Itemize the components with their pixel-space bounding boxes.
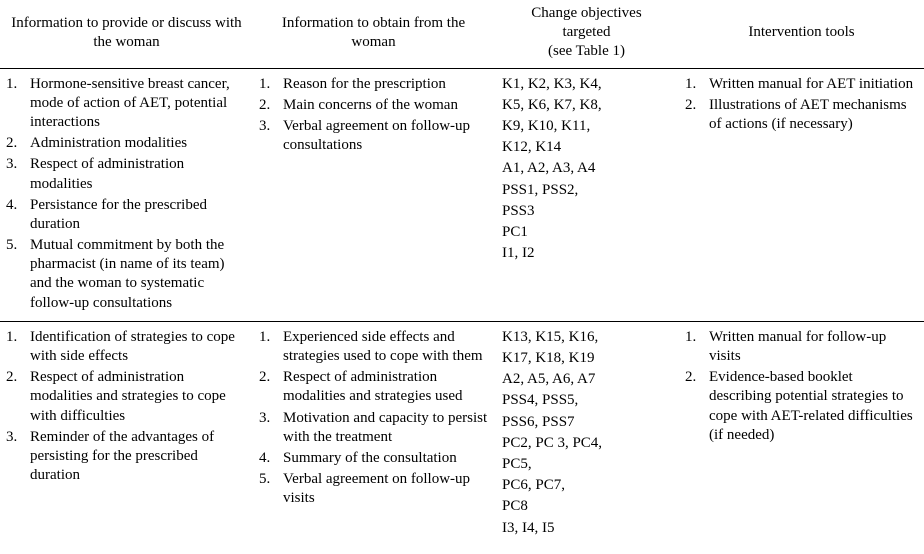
- obj-line: K1, K2, K3, K4,: [502, 75, 673, 94]
- list-item: Experienced side effects and strategies …: [259, 328, 488, 366]
- consultation-table: Information to provide or discuss with t…: [0, 0, 924, 546]
- obj-line: K13, K15, K16,: [502, 328, 673, 347]
- cell-tools-0: Written manual for AET initiation Illust…: [679, 68, 924, 321]
- obj-line: K5, K6, K7, K8,: [502, 96, 673, 115]
- list-item: Summary of the consultation: [259, 449, 488, 468]
- col-header-provide-line2: the woman: [6, 33, 247, 52]
- col-header-provide: Information to provide or discuss with t…: [0, 0, 253, 68]
- obtain-list-0: Reason for the prescription Main concern…: [259, 75, 488, 156]
- obj-line: I1, I2: [502, 244, 673, 263]
- obj-line: PSS6, PSS7: [502, 413, 673, 432]
- obj-line: K9, K10, K11,: [502, 117, 673, 136]
- obtain-list-1: Experienced side effects and strategies …: [259, 328, 488, 509]
- list-item: Mutual commitment by both the pharmacist…: [6, 236, 247, 313]
- obj-line: K17, K18, K19: [502, 349, 673, 368]
- col-header-obtain-line2: woman: [259, 33, 488, 52]
- cell-obtain-1: Experienced side effects and strategies …: [253, 321, 494, 545]
- list-item: Respect of administration modalities and…: [6, 368, 247, 426]
- obj-line: PSS4, PSS5,: [502, 391, 673, 410]
- col-header-objectives-line2: targeted: [500, 23, 673, 42]
- obj-line: PC6, PC7,: [502, 476, 673, 495]
- list-item: Reminder of the advantages of persisting…: [6, 428, 247, 486]
- col-header-objectives: Change objectives targeted (see Table 1): [494, 0, 679, 68]
- provide-list-1: Identification of strategies to cope wit…: [6, 328, 247, 486]
- obj-line: I3, I4, I5: [502, 519, 673, 538]
- col-header-tools-line1: Intervention tools: [685, 23, 918, 42]
- objectives-list-0: K1, K2, K3, K4, K5, K6, K7, K8, K9, K10,…: [500, 75, 673, 264]
- list-item: Verbal agreement on follow-up visits: [259, 470, 488, 508]
- cell-provide-0: Hormone-sensitive breast cancer, mode of…: [0, 68, 253, 321]
- list-item: Reason for the prescription: [259, 75, 488, 94]
- obj-line: PSS1, PSS2,: [502, 181, 673, 200]
- provide-list-0: Hormone-sensitive breast cancer, mode of…: [6, 75, 247, 313]
- obj-line: PC8: [502, 497, 673, 516]
- col-header-tools: Intervention tools: [679, 0, 924, 68]
- cell-tools-1: Written manual for follow-up visits Evid…: [679, 321, 924, 545]
- table-row: Identification of strategies to cope wit…: [0, 321, 924, 545]
- cell-objectives-0: K1, K2, K3, K4, K5, K6, K7, K8, K9, K10,…: [494, 68, 679, 321]
- tools-list-1: Written manual for follow-up visits Evid…: [685, 328, 918, 445]
- col-header-provide-line1: Information to provide or discuss with: [6, 14, 247, 33]
- cell-provide-1: Identification of strategies to cope wit…: [0, 321, 253, 545]
- objectives-list-1: K13, K15, K16, K17, K18, K19 A2, A5, A6,…: [500, 328, 673, 538]
- cell-objectives-1: K13, K15, K16, K17, K18, K19 A2, A5, A6,…: [494, 321, 679, 545]
- obj-line: A1, A2, A3, A4: [502, 159, 673, 178]
- tools-list-0: Written manual for AET initiation Illust…: [685, 75, 918, 135]
- col-header-objectives-line1: Change objectives: [500, 4, 673, 23]
- list-item: Evidence-based booklet describing potent…: [685, 368, 918, 445]
- obj-line: PSS3: [502, 202, 673, 221]
- obj-line: PC1: [502, 223, 673, 242]
- table-header-row: Information to provide or discuss with t…: [0, 0, 924, 68]
- list-item: Persistance for the prescribed duration: [6, 196, 247, 234]
- col-header-obtain: Information to obtain from the woman: [253, 0, 494, 68]
- obj-line: A2, A5, A6, A7: [502, 370, 673, 389]
- obj-line: K12, K14: [502, 138, 673, 157]
- col-header-objectives-line3: (see Table 1): [500, 42, 673, 61]
- obj-line: PC2, PC 3, PC4,: [502, 434, 673, 453]
- list-item: Respect of administration modalities: [6, 155, 247, 193]
- list-item: Motivation and capacity to persist with …: [259, 409, 488, 447]
- col-header-obtain-line1: Information to obtain from the: [259, 14, 488, 33]
- list-item: Illustrations of AET mechanisms of actio…: [685, 96, 918, 134]
- list-item: Main concerns of the woman: [259, 96, 488, 115]
- list-item: Identification of strategies to cope wit…: [6, 328, 247, 366]
- table-row: Hormone-sensitive breast cancer, mode of…: [0, 68, 924, 321]
- cell-obtain-0: Reason for the prescription Main concern…: [253, 68, 494, 321]
- list-item: Written manual for follow-up visits: [685, 328, 918, 366]
- list-item: Verbal agreement on follow-up consultati…: [259, 117, 488, 155]
- obj-line: PC5,: [502, 455, 673, 474]
- list-item: Written manual for AET initiation: [685, 75, 918, 94]
- list-item: Respect of administration modalities and…: [259, 368, 488, 406]
- list-item: Hormone-sensitive breast cancer, mode of…: [6, 75, 247, 133]
- list-item: Administration modalities: [6, 134, 247, 153]
